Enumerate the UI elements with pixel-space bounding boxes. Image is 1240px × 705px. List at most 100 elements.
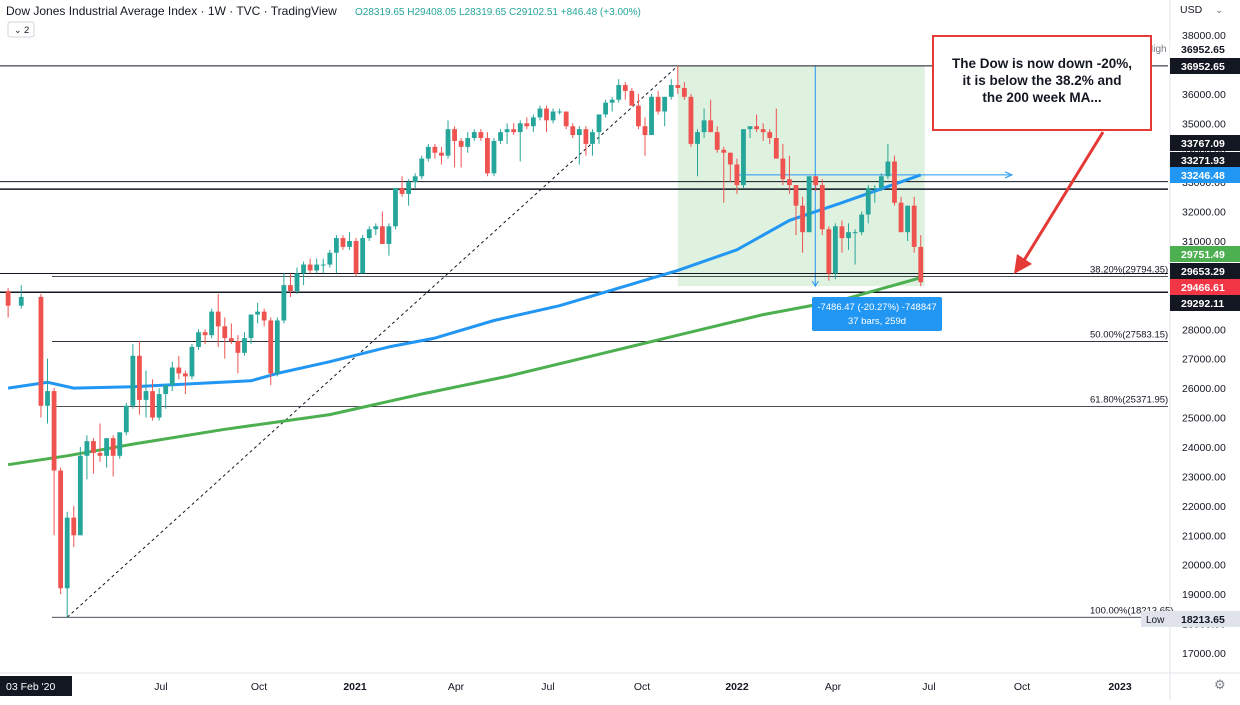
- indicator-toggle[interactable]: ⌄ 2: [7, 21, 35, 38]
- settings-gear-icon[interactable]: ⚙: [1214, 677, 1226, 692]
- candle-body: [176, 367, 182, 374]
- candle-body: [537, 108, 543, 118]
- candle-body: [655, 96, 661, 112]
- time-axis-ticks: 03 Feb '20 Jul Oct 2021 Apr Jul Oct 2022 Apr Jul O…: [0, 676, 1132, 696]
- candle-body: [353, 241, 359, 274]
- candle-body: [327, 252, 333, 265]
- candle-body: [905, 205, 911, 233]
- candle-body: [294, 273, 300, 292]
- candle-body: [793, 185, 799, 206]
- candle-body: [255, 311, 261, 315]
- time-tick-label: Apr: [448, 681, 465, 693]
- candle-body: [819, 185, 825, 230]
- price-tags-layer: 36952.65 36952.65 33767.09 33271.93 33246.48…: [1141, 41, 1240, 627]
- candle-body: [51, 391, 57, 471]
- trendline-layer: [66, 65, 679, 618]
- price-tag: [1170, 295, 1240, 311]
- candle-body: [77, 455, 83, 536]
- indicator-toggle-box[interactable]: [7, 21, 35, 38]
- candle-body: [609, 99, 615, 103]
- candle-body: [84, 441, 90, 456]
- candle-body: [773, 138, 779, 159]
- candle-body: [268, 320, 274, 374]
- candle-body: [780, 158, 786, 180]
- arrow-head-icon: [1014, 254, 1032, 274]
- candle-body: [209, 311, 215, 336]
- currency-label: USD: [1180, 4, 1203, 16]
- candle-body: [911, 205, 917, 247]
- price-axis-background: [1170, 0, 1240, 700]
- chevron-down-icon[interactable]: ⌄: [1215, 5, 1223, 16]
- candle-body: [885, 161, 891, 177]
- candle-body: [445, 129, 451, 156]
- price-tick-label: 25000.00: [1182, 413, 1226, 425]
- candle-body: [314, 264, 320, 271]
- price-tick-label: 23000.00: [1182, 471, 1226, 483]
- candle-body: [71, 517, 77, 536]
- candle-body: [662, 96, 668, 112]
- candle-body: [64, 517, 70, 589]
- price-tag-label: 36952.65: [1181, 44, 1225, 56]
- arrow-down-icon: [811, 280, 819, 288]
- candle-body: [878, 176, 884, 189]
- candle-body: [38, 296, 44, 406]
- candle-body: [622, 85, 628, 91]
- price-tick-label: 28000.00: [1182, 324, 1226, 336]
- callout-box: [932, 35, 1152, 131]
- price-tag-label: 29751.49: [1181, 249, 1225, 261]
- ohlc-readout: O28319.65 H29408.05 L28319.65 C29102.51 …: [355, 7, 641, 18]
- price-tag-label: 33246.48: [1181, 170, 1225, 182]
- candle-body: [130, 355, 136, 406]
- candle-body: [668, 85, 674, 97]
- low-label: Low: [1146, 615, 1165, 626]
- price-tick-label: 21000.00: [1182, 530, 1226, 542]
- fib-level-label: 100.00%(18213.65): [1090, 605, 1173, 616]
- candle-body: [248, 314, 254, 339]
- fib-level-label: 61.80%(25371.95): [1090, 395, 1168, 406]
- candle-body: [649, 96, 654, 136]
- candle-body: [137, 355, 142, 400]
- date-cursor-bg: [0, 676, 72, 696]
- price-tag: [1170, 152, 1240, 168]
- candle-body: [182, 373, 188, 377]
- candle-body: [399, 188, 405, 194]
- candle-body: [281, 285, 287, 321]
- price-tag: [1170, 611, 1240, 627]
- candle-body: [760, 129, 766, 133]
- candle-body: [439, 152, 444, 156]
- price-tick-label: 17000.00: [1182, 648, 1226, 660]
- candle-body: [846, 232, 851, 239]
- candle-body: [5, 291, 11, 306]
- candle-body: [517, 123, 523, 133]
- candle-body: [471, 132, 477, 138]
- candle-body: [767, 132, 773, 138]
- candle-body: [754, 126, 760, 130]
- candle-body: [412, 176, 418, 183]
- candle-body: [616, 85, 622, 100]
- time-tick-label: Apr: [825, 681, 842, 693]
- fib-level-label: 38.20%(29794.35): [1090, 264, 1168, 275]
- fib-level-label: 50.00%(27583.15): [1090, 330, 1168, 341]
- candle-body: [832, 226, 838, 274]
- candle-body: [511, 129, 517, 133]
- price-tick-label: 20000.00: [1182, 560, 1226, 572]
- candle-body: [320, 264, 326, 266]
- candle-body: [117, 432, 123, 456]
- candles-layer: [5, 65, 924, 618]
- price-tag: [1170, 279, 1240, 295]
- candle-body: [636, 105, 641, 127]
- candle-body: [189, 346, 195, 377]
- measure-box: [812, 297, 942, 331]
- candle-body: [576, 129, 582, 136]
- candle-body: [826, 229, 832, 274]
- candle-body: [386, 226, 392, 244]
- candle-body: [892, 161, 897, 203]
- candle-body: [228, 338, 234, 342]
- price-tag: [1170, 246, 1240, 262]
- candle-body: [787, 179, 792, 186]
- candle-body: [347, 241, 352, 247]
- price-tick-label: 22000.00: [1182, 501, 1226, 513]
- candle-body: [544, 108, 549, 121]
